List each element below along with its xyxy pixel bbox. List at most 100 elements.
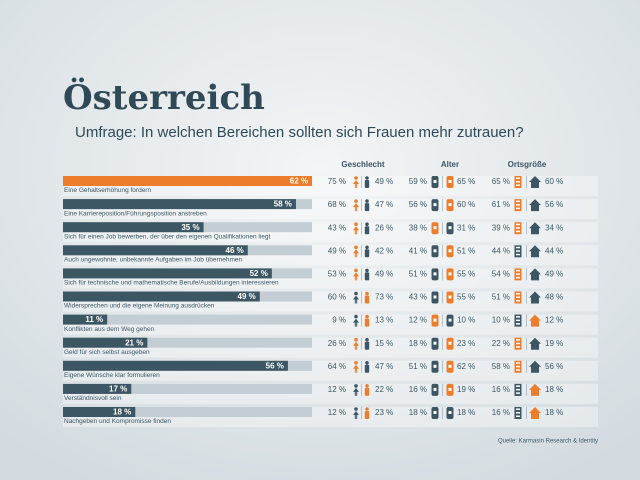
column-value: 56 %: [409, 200, 427, 209]
column-value: 12 %: [328, 408, 346, 417]
column-value: 49 %: [545, 270, 563, 279]
icon-body: [353, 272, 359, 281]
icon-age-mark: [433, 226, 437, 230]
value-label: 62 %: [290, 177, 308, 186]
icon-body: [353, 226, 359, 235]
column-value: 68 %: [328, 200, 346, 209]
icon-house: [529, 291, 541, 304]
icon: [364, 222, 370, 235]
bar: [63, 383, 132, 394]
icon-age-mark: [448, 387, 452, 391]
column-value: 60 %: [457, 200, 475, 209]
icon-head: [354, 314, 358, 319]
column-value: 42 %: [375, 246, 393, 255]
icon: [446, 291, 454, 304]
bar: [63, 176, 312, 186]
column-value: 44 %: [545, 246, 563, 255]
icon-body: [364, 272, 370, 281]
icon-body: [364, 295, 370, 304]
column-value: 43 %: [409, 293, 427, 302]
column-value: 23 %: [457, 339, 475, 348]
icon: [514, 176, 522, 188]
icon: [529, 383, 541, 396]
column-value: 18 %: [409, 408, 427, 417]
icon-age-mark: [433, 272, 437, 276]
icon-head: [354, 222, 358, 226]
icon-age-mark: [448, 249, 452, 253]
bar-track: [63, 383, 312, 394]
icon-house: [529, 176, 541, 188]
category-label: Eigene Wünsche klar formulieren: [64, 372, 160, 379]
icon-house: [529, 337, 541, 350]
icon-age-mark: [448, 272, 452, 276]
column-value: 44 %: [492, 246, 510, 255]
column-value: 23 %: [375, 408, 393, 417]
column-value: 56 %: [545, 362, 563, 371]
icon: [529, 222, 541, 235]
icon-body: [353, 364, 359, 373]
column-value: 51 %: [409, 362, 427, 371]
icon-head: [365, 268, 369, 273]
icon-window: [516, 250, 520, 252]
category-label: Eine Karriereposition/Führungsposition a…: [64, 210, 207, 217]
icon: [353, 337, 359, 350]
column-value: 53 %: [328, 270, 346, 279]
icon: [446, 383, 454, 396]
icon-head: [365, 361, 369, 365]
icon-body: [353, 341, 359, 350]
icon-window: [516, 365, 520, 368]
icon: [446, 245, 454, 258]
bar: [63, 245, 248, 256]
category-label: Verständnisvoll sein: [64, 395, 122, 402]
icon-age-mark: [433, 180, 437, 183]
column-value: 18 %: [457, 408, 475, 417]
column-value: 12 %: [409, 316, 427, 325]
column-value: 51 %: [409, 270, 427, 279]
icon-window: [516, 415, 520, 417]
icon: [431, 407, 439, 419]
icon-body: [353, 295, 359, 304]
icon: [446, 314, 454, 327]
icon-window: [516, 253, 520, 256]
icon: [529, 337, 541, 350]
column-value: 65 %: [492, 177, 510, 186]
icon: [446, 222, 454, 235]
icon: [364, 407, 370, 419]
icon: [364, 337, 370, 350]
icon: [529, 360, 541, 373]
icon-house: [529, 360, 541, 373]
column-value: 47 %: [375, 362, 393, 371]
column-value: 60 %: [545, 177, 563, 186]
bar: [63, 360, 288, 371]
column-value: 18 %: [545, 408, 563, 417]
icon: [353, 361, 359, 373]
icon-body: [353, 180, 359, 188]
icon-window: [516, 412, 520, 414]
column-value: 31 %: [457, 223, 475, 232]
icon-house: [529, 245, 541, 258]
icon-window: [516, 346, 520, 348]
icon: [364, 291, 370, 304]
icon-head: [354, 268, 358, 273]
icon: [431, 176, 439, 188]
icon: [353, 222, 359, 235]
icon-age-mark: [448, 295, 452, 299]
icon-window: [516, 177, 520, 179]
icon-house: [529, 199, 541, 212]
column-value: 16 %: [409, 385, 427, 394]
icon: [431, 383, 439, 396]
icon-age-mark: [433, 387, 437, 391]
icon-house: [529, 268, 541, 281]
group-header: Geschlecht: [341, 160, 384, 169]
icon-house: [529, 407, 541, 419]
column-value: 38 %: [409, 223, 427, 232]
icon-age-mark: [448, 180, 452, 183]
icon-window: [516, 207, 520, 210]
icon-head: [354, 407, 358, 411]
icon-window: [516, 392, 520, 394]
value-label: 17 %: [109, 385, 127, 394]
icon-head: [365, 337, 369, 342]
icon-head: [365, 199, 369, 203]
icon-head: [365, 176, 369, 180]
icon-window: [516, 408, 520, 410]
